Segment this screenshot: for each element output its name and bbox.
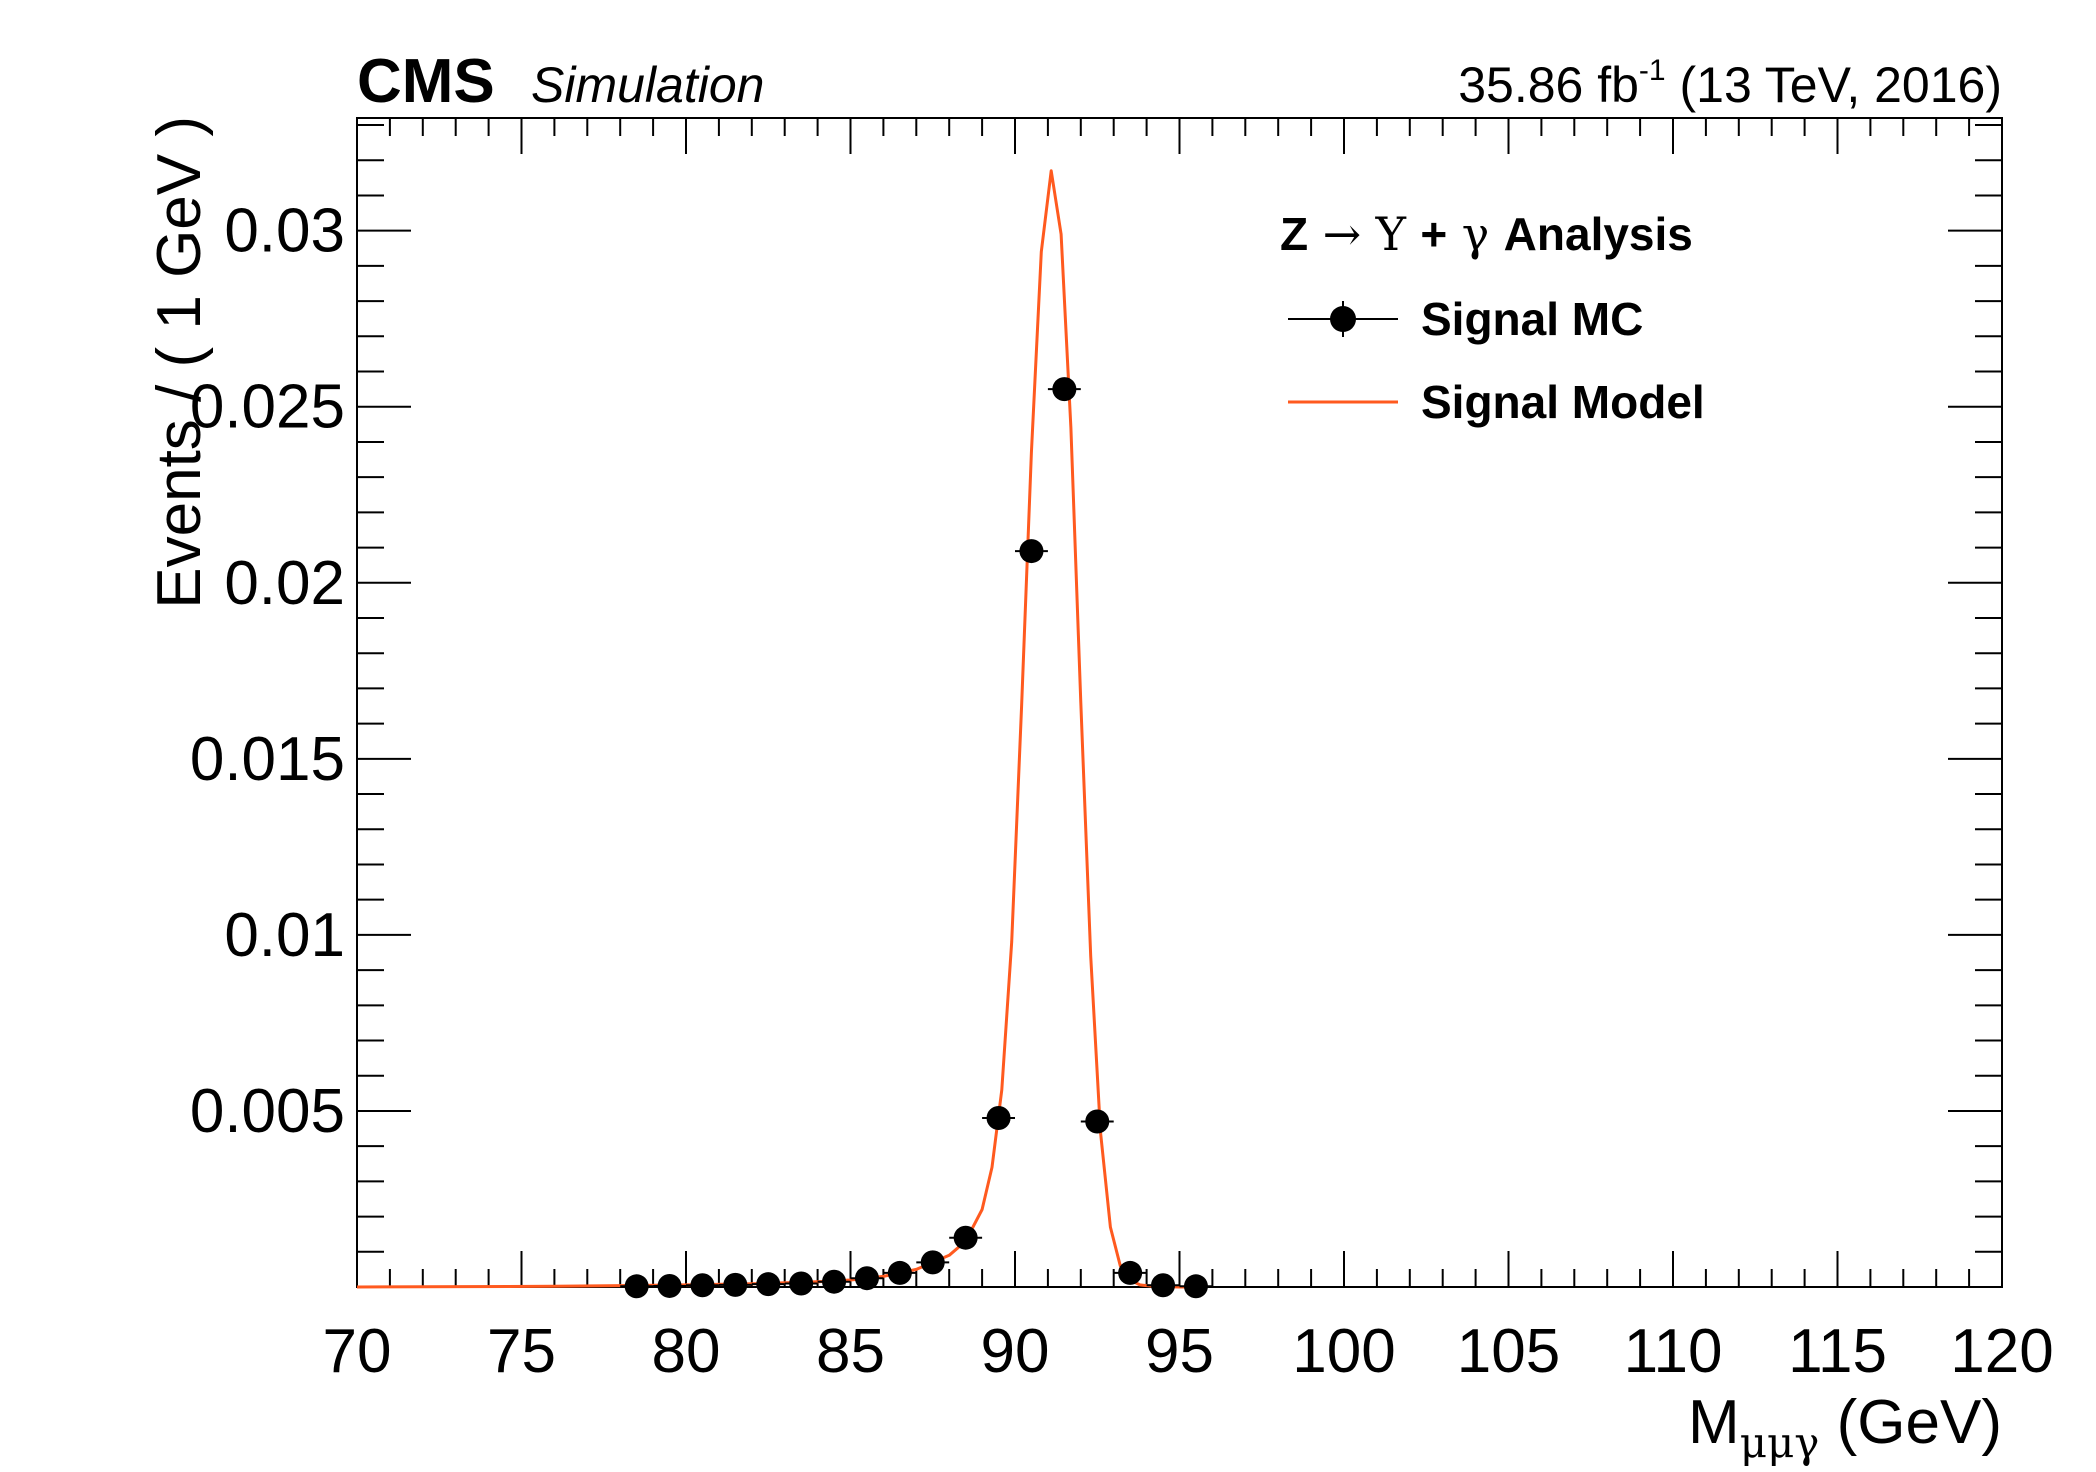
y-tick-label: 0.03 — [224, 197, 345, 266]
x-tick-label: 90 — [981, 1317, 1050, 1386]
signal-mc-point — [690, 1273, 715, 1298]
signal-mc-point — [1019, 539, 1044, 564]
x-tick-label: 110 — [1624, 1317, 1723, 1386]
legend-title-analysis: Analysis — [1504, 208, 1693, 260]
x-tick-label: 100 — [1292, 1317, 1395, 1386]
x-axis-title-sub: μμγ — [1740, 1418, 1820, 1467]
legend-title-upsilon: Υ — [1375, 207, 1407, 261]
legend-title-gamma: γ — [1462, 207, 1490, 261]
legend-mc-marker — [1330, 306, 1356, 332]
y-tick-label: 0.025 — [190, 373, 345, 442]
plot-frame — [356, 117, 2003, 1288]
signal-mc-point — [920, 1250, 945, 1275]
axis-ticks — [356, 118, 2003, 1287]
x-axis-title-main: M — [1688, 1388, 1740, 1457]
x-tick-label: 115 — [1788, 1317, 1887, 1386]
signal-mc-point — [986, 1105, 1011, 1130]
x-tick-label: 105 — [1457, 1317, 1560, 1386]
x-tick-label: 70 — [323, 1317, 392, 1386]
x-tick-label: 85 — [816, 1317, 885, 1386]
signal-mc-point — [854, 1266, 879, 1291]
y-tick-label: 0.005 — [190, 1077, 345, 1146]
signal-model-layer — [356, 169, 1196, 1289]
signal-mc-point — [1052, 377, 1077, 402]
signal-mc-point — [1085, 1109, 1110, 1134]
legend-mc-label: Signal MC — [1421, 293, 1643, 345]
lumi-value: 35.86 fb — [1458, 57, 1639, 113]
y-tick-label: 0.01 — [224, 901, 345, 970]
signal-mc-point — [887, 1260, 912, 1285]
signal-mc-point — [822, 1269, 847, 1294]
legend-title-plus: + — [1420, 208, 1447, 260]
x-tick-label: 95 — [1145, 1317, 1214, 1386]
legend-model-label: Signal Model — [1421, 376, 1705, 428]
x-tick-label: 80 — [652, 1317, 721, 1386]
lumi-label: 35.86 fb-1 (13 TeV, 2016) — [1458, 54, 2002, 113]
x-axis-title-suffix: (GeV) — [1819, 1388, 2002, 1457]
x-axis-title: Mμμγ (GeV) — [1688, 1388, 2002, 1467]
y-tick-label: 0.02 — [224, 549, 345, 618]
signal-mc-point — [953, 1225, 978, 1250]
status-label: Simulation — [531, 57, 764, 113]
signal-mc-point — [624, 1274, 649, 1299]
experiment-label: CMS — [357, 47, 495, 116]
signal-model-curve — [356, 169, 1196, 1289]
signal-mc-layer — [620, 377, 1213, 1299]
legend-title-arrow: → — [1323, 207, 1362, 261]
x-tick-label: 75 — [487, 1317, 556, 1386]
lumi-exponent: -1 — [1639, 54, 1666, 87]
y-tick-label: 0.015 — [190, 725, 345, 794]
signal-mc-point — [723, 1272, 748, 1297]
legend-title-z: Z — [1280, 208, 1308, 260]
signal-mc-point — [657, 1273, 682, 1298]
lumi-suffix: (13 TeV, 2016) — [1666, 57, 2002, 113]
axis-tick-labels: 70 75 80 85 90 95 100 105 110 115 120 0.005 0.01 0.01… — [190, 197, 2054, 1386]
signal-mc-point — [1183, 1274, 1208, 1299]
signal-mc-point — [1151, 1273, 1176, 1298]
signal-mc-point — [1118, 1260, 1143, 1285]
legend: Z → Υ + γ Analysis Signal MC Signal Mode… — [1280, 207, 1705, 428]
signal-mc-point — [789, 1271, 814, 1296]
x-tick-label: 120 — [1950, 1317, 2053, 1386]
legend-title: Z → Υ + γ Analysis — [1280, 207, 1693, 261]
y-axis-title: Events / ( 1 GeV ) — [145, 116, 214, 609]
signal-mc-point — [756, 1272, 781, 1297]
